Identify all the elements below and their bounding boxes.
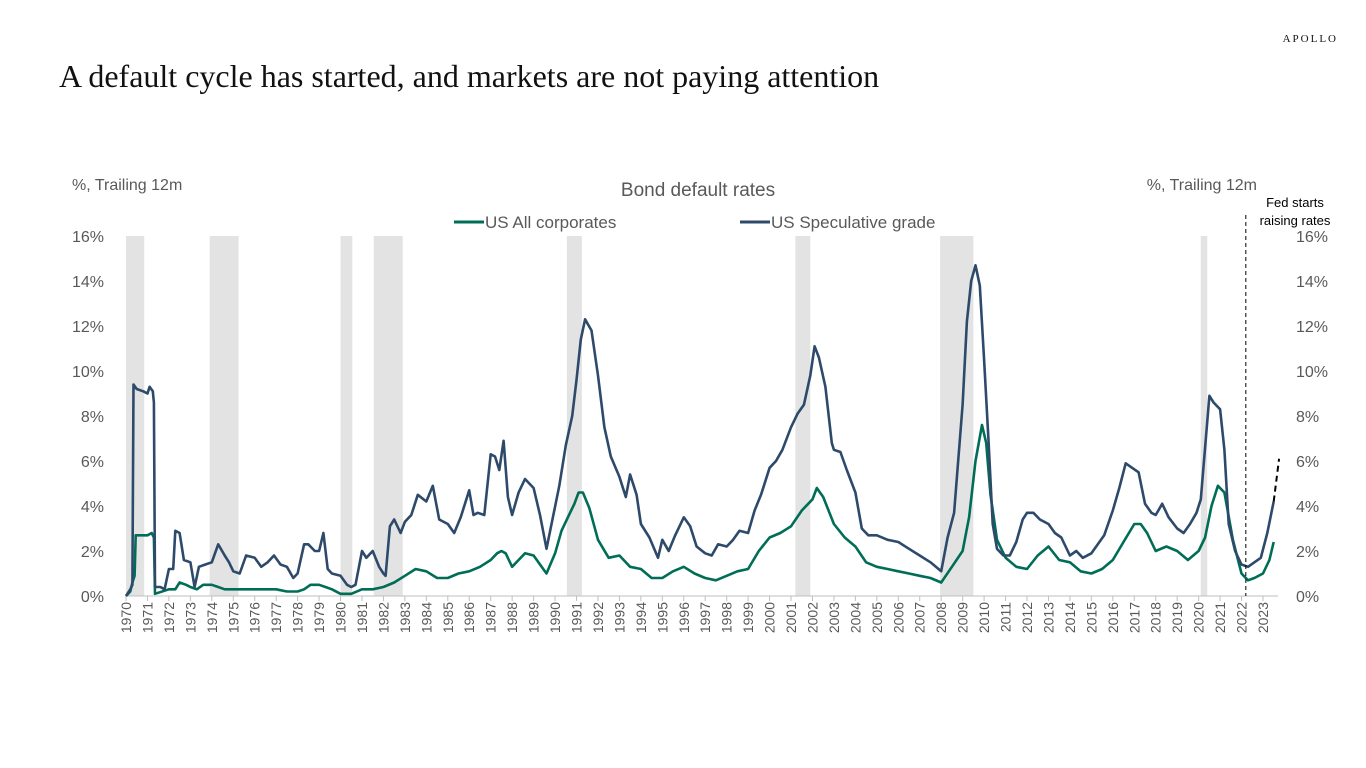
x-tick-label: 1997 bbox=[697, 602, 713, 633]
recession-band bbox=[566, 236, 582, 596]
x-tick-label: 1978 bbox=[290, 602, 306, 633]
x-tick-label: 1994 bbox=[633, 602, 649, 633]
y-tick-label-right: 0% bbox=[1296, 589, 1319, 606]
x-tick-label: 1987 bbox=[483, 602, 499, 633]
brand-logo: APOLLO bbox=[1282, 33, 1338, 45]
recession-band bbox=[1200, 236, 1208, 596]
x-tick-label: 1983 bbox=[397, 602, 413, 633]
x-tick-label: 1985 bbox=[440, 602, 456, 633]
x-tick-label: 1980 bbox=[333, 602, 349, 633]
x-tick-label: 1973 bbox=[182, 602, 198, 633]
y-tick-label-left: 6% bbox=[81, 454, 104, 471]
x-tick-label: 1977 bbox=[268, 602, 284, 633]
legend-label-corporates: US All corporates bbox=[485, 213, 616, 232]
y-tick-label-right: 6% bbox=[1296, 454, 1319, 471]
x-tick-label: 2009 bbox=[955, 602, 971, 633]
x-tick-label: 1999 bbox=[740, 602, 756, 633]
y-tick-label-right: 16% bbox=[1296, 229, 1328, 246]
x-tick-label: 1988 bbox=[504, 602, 520, 633]
y-tick-label-left: 14% bbox=[72, 274, 104, 291]
x-tick-label: 2022 bbox=[1234, 602, 1250, 633]
series-lines bbox=[124, 264, 1275, 597]
x-tick-label: 2021 bbox=[1212, 602, 1228, 633]
x-tick-label: 2000 bbox=[762, 602, 778, 633]
x-tick-label: 1979 bbox=[311, 602, 327, 633]
x-tick-label: 2012 bbox=[1019, 602, 1035, 633]
x-tick-label: 1986 bbox=[461, 602, 477, 633]
recession-band bbox=[940, 236, 974, 596]
x-tick-label: 2014 bbox=[1062, 602, 1078, 633]
x-tick-label: 2002 bbox=[804, 602, 820, 633]
legend-label-speculative: US Speculative grade bbox=[771, 213, 935, 232]
x-tick-label: 1975 bbox=[225, 602, 241, 633]
x-tick-label: 1998 bbox=[719, 602, 735, 633]
x-tick-label: 2008 bbox=[933, 602, 949, 633]
x-tick-label: 2005 bbox=[869, 602, 885, 633]
x-tick-label: 1991 bbox=[569, 602, 585, 633]
y-tick-label-left: 16% bbox=[72, 229, 104, 246]
x-tick-label: 2020 bbox=[1191, 602, 1207, 633]
y-tick-label-right: 14% bbox=[1296, 274, 1328, 291]
annotations: Fed starts raising rates bbox=[1245, 195, 1331, 596]
y-tick-label-left: 2% bbox=[81, 544, 104, 561]
x-tick-label: 2015 bbox=[1083, 602, 1099, 633]
x-tick-label: 1990 bbox=[547, 602, 563, 633]
y-tick-label-left: 0% bbox=[81, 589, 104, 606]
x-tick-label: 1970 bbox=[118, 602, 134, 633]
series-line-corporates bbox=[125, 423, 1275, 597]
x-tick-label: 2016 bbox=[1105, 602, 1121, 633]
annotation-text: Fed starts bbox=[1266, 195, 1324, 210]
x-tick-label: 2019 bbox=[1169, 602, 1185, 633]
y-tick-label-right: 10% bbox=[1296, 364, 1328, 381]
x-tick-label: 2017 bbox=[1126, 602, 1142, 633]
y-tick-label-left: 8% bbox=[81, 409, 104, 426]
y-tick-label-right: 2% bbox=[1296, 544, 1319, 561]
x-tick-label: 1984 bbox=[418, 602, 434, 633]
x-tick-label: 2004 bbox=[847, 602, 863, 633]
x-tick-label: 2006 bbox=[890, 602, 906, 633]
y-tick-label-left: 10% bbox=[72, 364, 104, 381]
x-tick-label: 1981 bbox=[354, 602, 370, 633]
x-axis: 1970 1971 1972 1973 1974 1975 1976 1977 1978 1979… bbox=[118, 595, 1278, 633]
x-tick-label: 1995 bbox=[654, 602, 670, 633]
y-tick-label-right: 8% bbox=[1296, 409, 1319, 426]
recession-band bbox=[126, 236, 145, 596]
x-tick-label: 1974 bbox=[204, 602, 220, 633]
projection-line bbox=[1272, 458, 1281, 502]
x-tick-label: 1992 bbox=[590, 602, 606, 633]
x-tick-label: 1996 bbox=[676, 602, 692, 633]
recession-band bbox=[340, 236, 353, 596]
x-tick-label: 1971 bbox=[139, 602, 155, 633]
series-line-speculative bbox=[124, 264, 1275, 597]
y-axis-label-left: %, Trailing 12m bbox=[72, 177, 182, 194]
x-tick-label: 2018 bbox=[1148, 602, 1164, 633]
annotation-text: raising rates bbox=[1260, 213, 1331, 228]
x-tick-label: 2010 bbox=[976, 602, 992, 633]
y-tick-label-right: 4% bbox=[1296, 499, 1319, 516]
x-tick-label: 2023 bbox=[1255, 602, 1271, 633]
recession-bands bbox=[126, 236, 1208, 596]
recession-band bbox=[209, 236, 239, 596]
y-axes: 0% 0% 2% 2% 4% 4% 6% 6% 8% 8% 10% 10% 12% 12% 14% 14% 16… bbox=[72, 229, 1328, 606]
page-title: A default cycle has started, and markets… bbox=[59, 58, 880, 94]
y-axis-label-right: %, Trailing 12m bbox=[1147, 177, 1257, 194]
x-tick-label: 1982 bbox=[375, 602, 391, 633]
chart-title: Bond default rates bbox=[621, 180, 775, 201]
x-tick-label: 2001 bbox=[783, 602, 799, 633]
x-tick-label: 2003 bbox=[826, 602, 842, 633]
x-tick-label: 2011 bbox=[998, 602, 1014, 632]
x-tick-label: 1976 bbox=[247, 602, 263, 633]
y-tick-label-left: 12% bbox=[72, 319, 104, 336]
x-tick-label: 1993 bbox=[611, 602, 627, 633]
y-tick-label-right: 12% bbox=[1296, 319, 1328, 336]
x-tick-label: 2007 bbox=[912, 602, 928, 633]
x-tick-label: 1972 bbox=[161, 602, 177, 633]
x-tick-label: 1989 bbox=[526, 602, 542, 633]
y-tick-label-left: 4% bbox=[81, 499, 104, 516]
x-tick-label: 2013 bbox=[1040, 602, 1056, 633]
